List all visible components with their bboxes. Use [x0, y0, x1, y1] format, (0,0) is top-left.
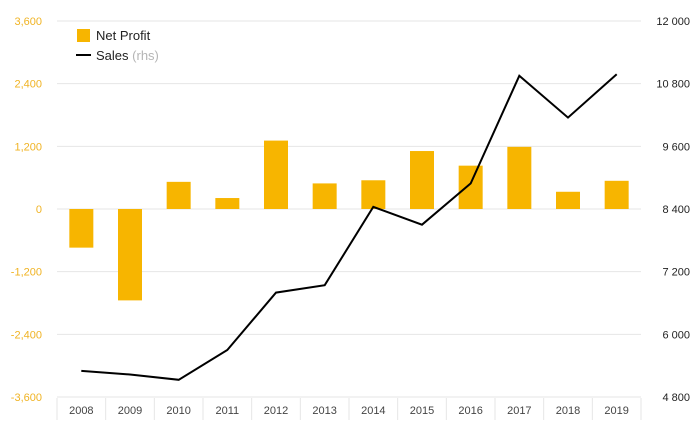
legend-swatch-net-profit: [77, 29, 90, 42]
y-right-tick-label: 4 800: [662, 392, 690, 404]
bar-net-profit: [507, 146, 532, 209]
bar-net-profit: [69, 209, 94, 248]
y-right-tick-label: 7 200: [662, 267, 690, 279]
bar-net-profit: [215, 198, 240, 209]
bar-net-profit: [361, 180, 386, 209]
x-tick-label: 2018: [556, 405, 580, 417]
bar-net-profit: [458, 165, 483, 209]
x-tick-label: 2014: [361, 405, 385, 417]
bar-net-profit: [312, 183, 337, 209]
y-right-tick-label: 9 600: [662, 141, 690, 153]
bar-net-profit: [264, 140, 288, 209]
x-tick-label: 2019: [604, 405, 628, 417]
x-tick-label: 2011: [216, 405, 240, 417]
x-tick-label: 2016: [458, 405, 482, 417]
legend-label-net-profit: Net Profit: [96, 28, 151, 43]
x-tick-label: 2015: [410, 405, 434, 417]
x-tick-label: 2017: [507, 405, 531, 417]
y-right-tick-label: 8 400: [662, 204, 690, 216]
gridlines: [56, 20, 642, 420]
y-right-tick-label: 12 000: [656, 16, 690, 28]
sales-polyline: [81, 73, 618, 381]
x-tick-label: 2009: [118, 405, 142, 417]
y-left-tick-label: -3,600: [11, 392, 42, 404]
legend-label-sales: Sales (rhs): [96, 48, 159, 63]
net-profit-bars: [69, 140, 629, 301]
bar-net-profit: [118, 209, 142, 301]
legend: Net Profit Sales (rhs): [76, 28, 159, 63]
y-left-tick-label: 2,400: [14, 79, 42, 91]
axes: -3,600 -2,400 -1,200 0 1,200 2,400 3,600 4 800 6…: [11, 16, 690, 417]
y-right-tick-label: 10 800: [656, 79, 690, 91]
bar-net-profit: [556, 191, 580, 209]
bar-net-profit: [604, 180, 629, 209]
bar-net-profit: [410, 151, 434, 209]
y-left-tick-label: -2,400: [11, 329, 42, 341]
y-left-tick-label: 1,200: [14, 141, 42, 153]
y-right-tick-label: 6 000: [662, 329, 690, 341]
x-tick-label: 2008: [69, 405, 93, 417]
sales-line: [81, 73, 618, 381]
legend-sales-suffix: (rhs): [132, 48, 159, 63]
bar-net-profit: [166, 181, 191, 209]
y-left-tick-label: 0: [36, 204, 42, 216]
x-tick-label: 2012: [264, 405, 288, 417]
y-left-tick-label: -1,200: [11, 267, 42, 279]
legend-sales-name: Sales: [96, 48, 129, 63]
x-tick-label: 2010: [166, 405, 190, 417]
y-left-tick-label: 3,600: [14, 16, 42, 28]
x-tick-label: 2013: [312, 405, 336, 417]
